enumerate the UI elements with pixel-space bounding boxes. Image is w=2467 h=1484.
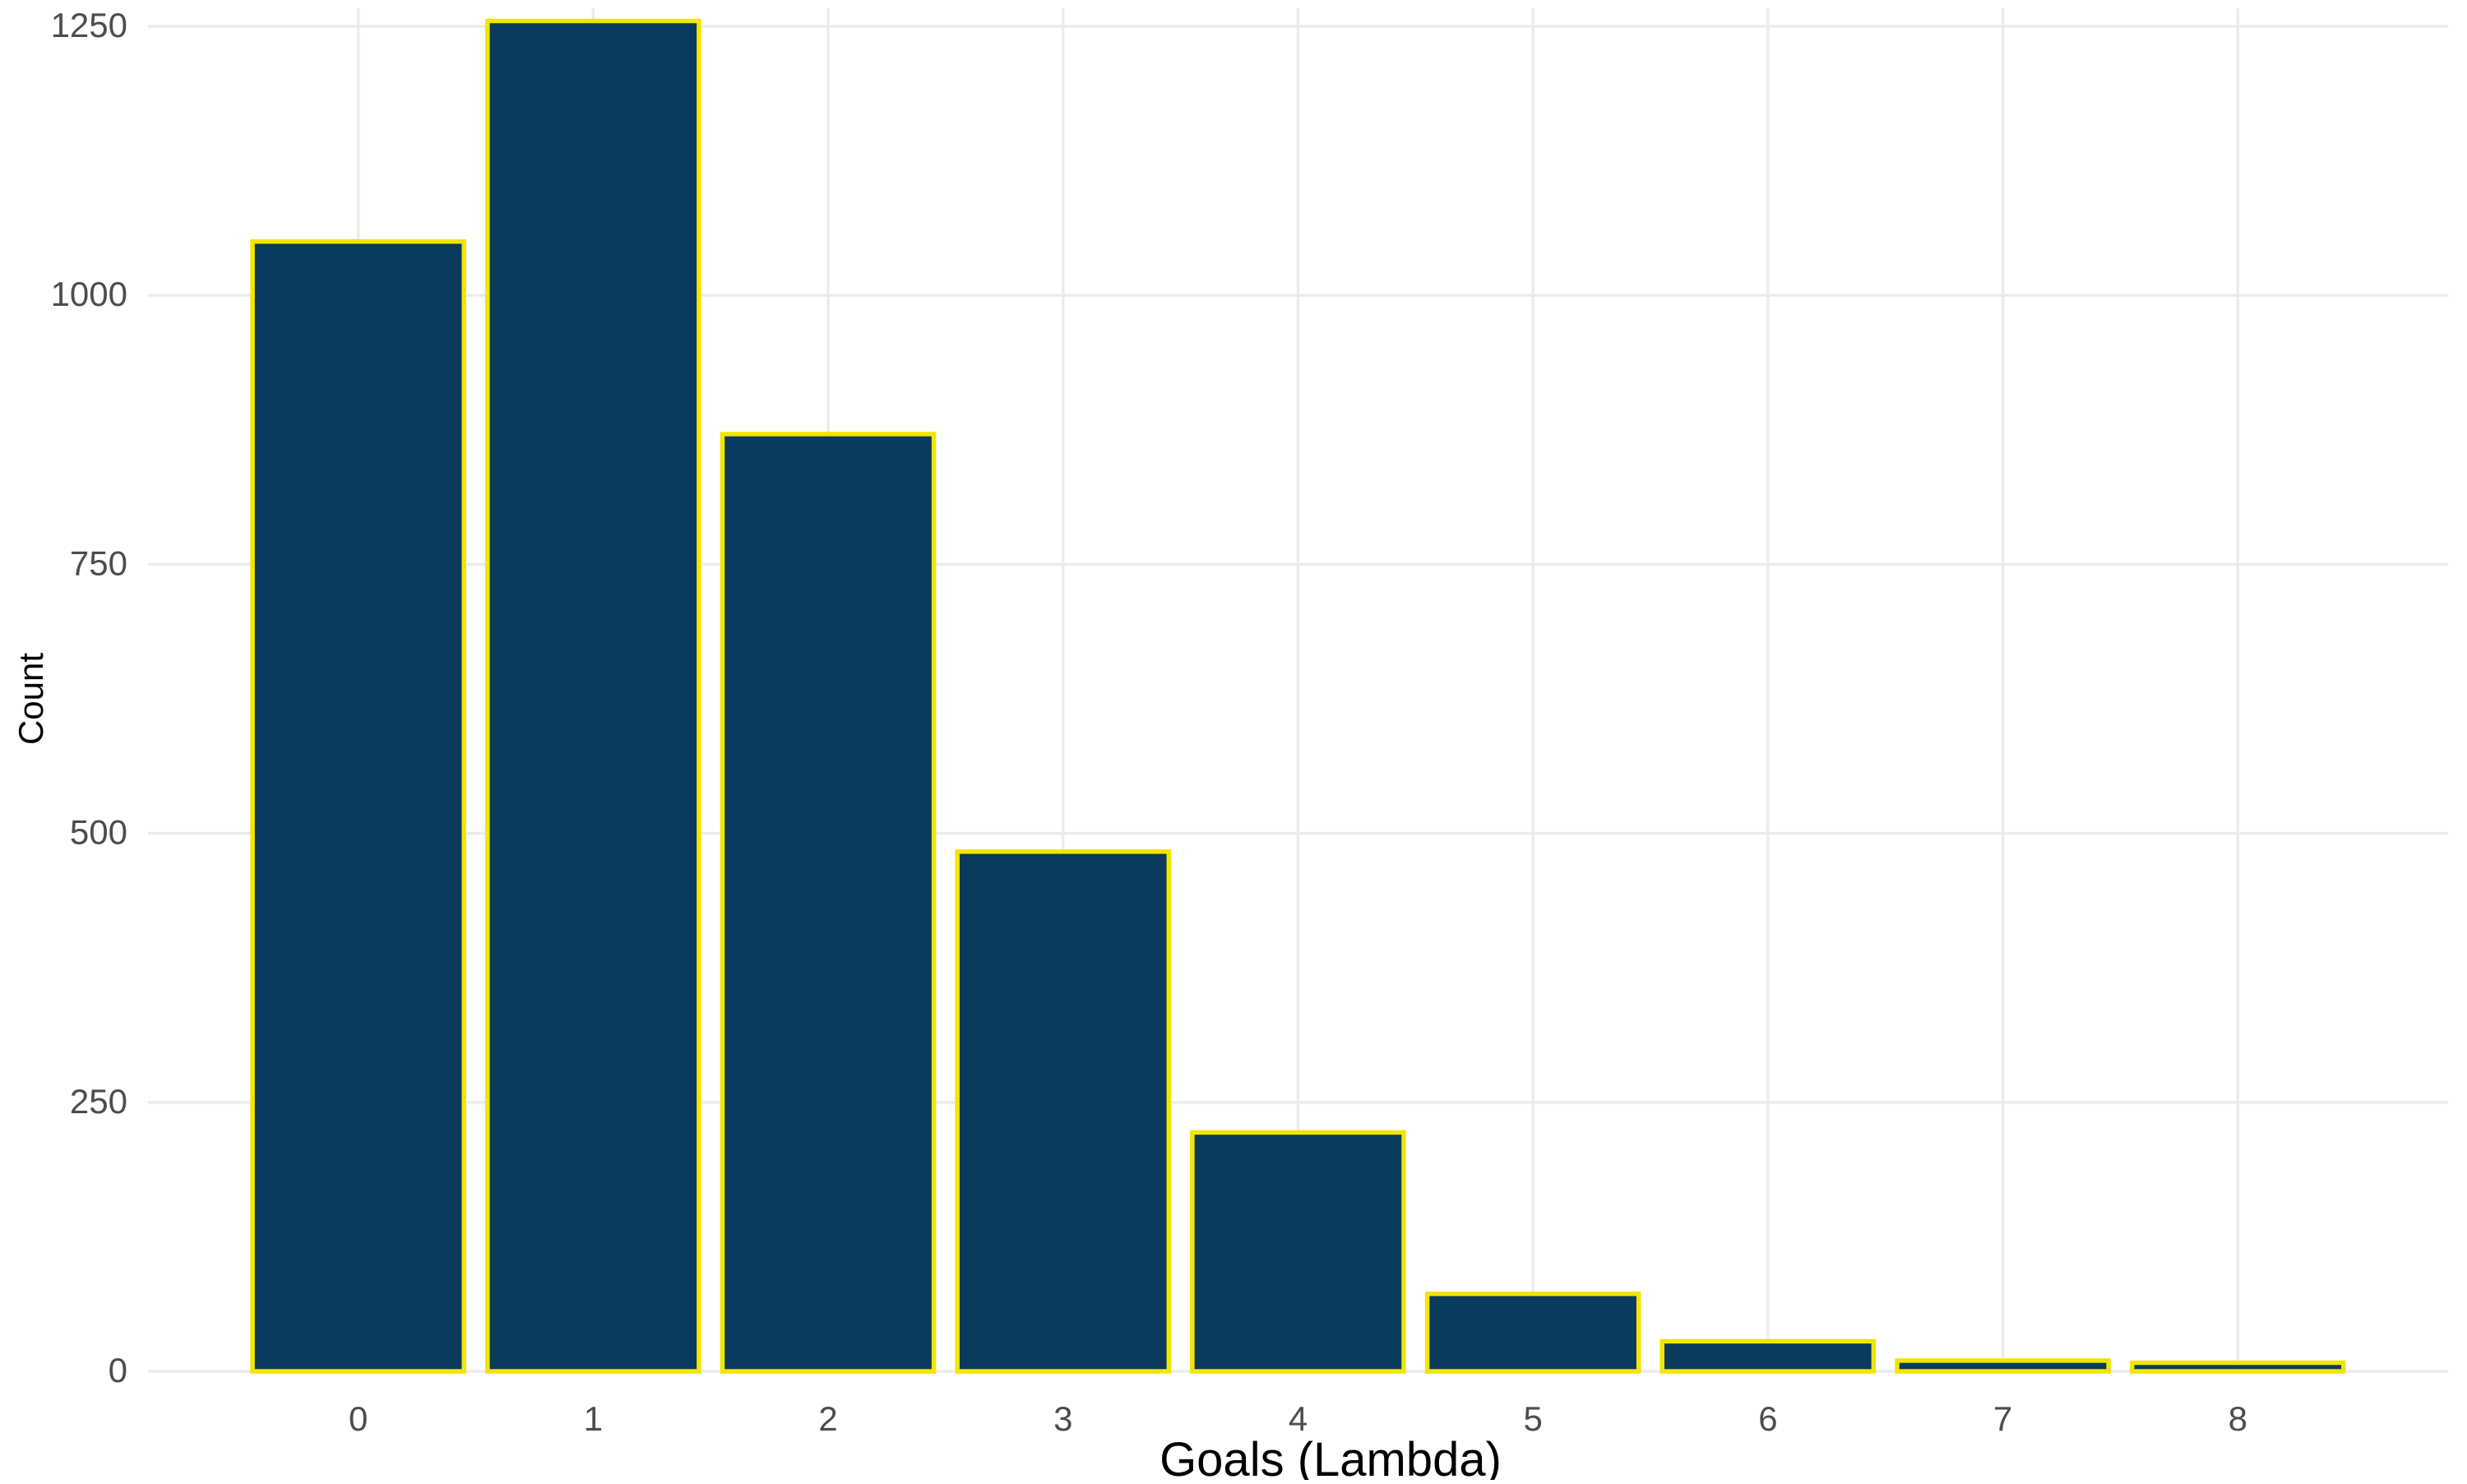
svg-text:8: 8 (2229, 1399, 2247, 1438)
svg-text:2: 2 (818, 1399, 837, 1438)
svg-text:6: 6 (1758, 1399, 1777, 1438)
svg-text:1250: 1250 (51, 6, 127, 44)
svg-text:1000: 1000 (51, 275, 127, 313)
svg-text:7: 7 (1993, 1399, 2012, 1438)
svg-text:Goals (Lambda): Goals (Lambda) (1159, 1433, 1502, 1480)
svg-text:3: 3 (1053, 1399, 1072, 1438)
svg-text:0: 0 (349, 1399, 368, 1438)
svg-text:750: 750 (70, 543, 127, 582)
svg-text:500: 500 (70, 813, 127, 852)
svg-text:Count: Count (12, 653, 50, 745)
svg-text:5: 5 (1524, 1399, 1543, 1438)
svg-text:0: 0 (109, 1351, 127, 1389)
svg-text:1: 1 (584, 1399, 603, 1438)
svg-text:4: 4 (1289, 1399, 1308, 1438)
svg-text:250: 250 (70, 1082, 127, 1121)
